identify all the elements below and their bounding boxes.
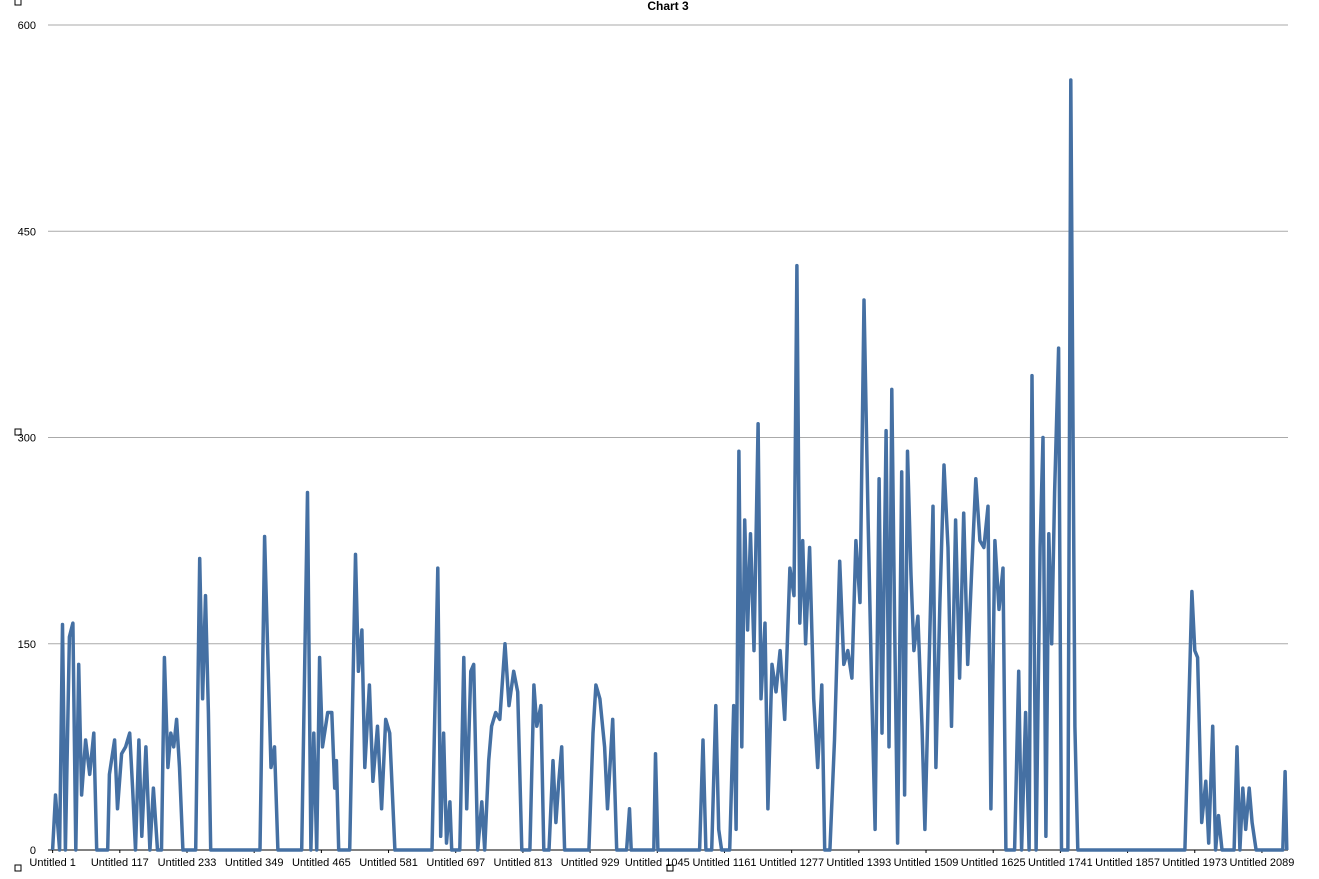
x-tick-label: Untitled 581 xyxy=(359,857,418,869)
x-tick-label: Untitled 1277 xyxy=(759,857,824,869)
x-tick-label: Untitled 1 xyxy=(29,857,75,869)
x-tick-label: Untitled 117 xyxy=(91,857,149,869)
x-tick-label: Untitled 929 xyxy=(561,857,620,869)
chart-title: Chart 3 xyxy=(647,0,689,13)
x-tick-label: Untitled 1857 xyxy=(1095,857,1160,869)
selection-handle xyxy=(666,864,674,872)
x-tick-label: Untitled 1741 xyxy=(1028,857,1093,869)
x-tick-label: Untitled 1045 xyxy=(625,857,690,869)
y-tick-label: 300 xyxy=(18,433,36,445)
x-tick-label: Untitled 1625 xyxy=(961,857,1026,869)
selection-handle xyxy=(14,428,22,436)
x-tick-label: Untitled 1973 xyxy=(1162,857,1227,869)
y-tick-label: 0 xyxy=(30,845,36,857)
x-tick-label: Untitled 697 xyxy=(426,857,485,869)
x-tick-label: Untitled 2089 xyxy=(1230,857,1295,869)
x-tick-label: Untitled 1509 xyxy=(894,857,959,869)
selection-handle xyxy=(14,0,22,6)
selection-handle xyxy=(14,864,22,872)
x-tick-label: Untitled 233 xyxy=(158,857,217,869)
x-tick-label: Untitled 349 xyxy=(225,857,284,869)
x-tick-label: Untitled 1161 xyxy=(692,857,756,869)
y-tick-label: 600 xyxy=(18,20,36,32)
x-tick-label: Untitled 813 xyxy=(494,857,553,869)
x-tick-label: Untitled 465 xyxy=(292,857,351,869)
data-line xyxy=(50,78,1289,852)
y-tick-label: 150 xyxy=(18,639,36,651)
y-tick-label: 450 xyxy=(18,226,36,238)
x-tick-label: Untitled 1393 xyxy=(826,857,891,869)
